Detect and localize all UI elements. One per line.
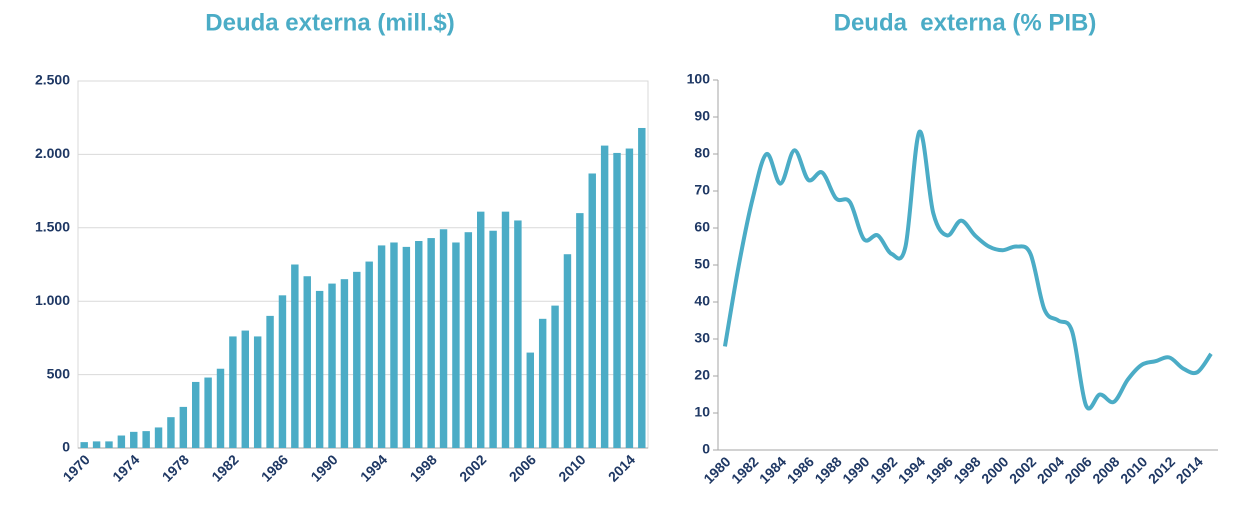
x-tick-label: 1994 [895,453,928,486]
x-tick-label: 2014 [605,451,638,484]
x-tick-label: 1990 [307,451,340,484]
bar [340,279,349,448]
chart-title: Deuda externa (mill.$) [205,9,454,36]
bar [514,220,522,448]
bar [365,261,373,448]
x-tick-label: 2002 [456,451,489,484]
y-tick-label: 2.500 [35,72,70,88]
bar [501,211,510,448]
y-tick-label: 100 [687,71,711,87]
bar [278,295,287,448]
bar [563,254,572,448]
plot-border [77,80,649,449]
bar [266,315,274,448]
x-tick-label: 1970 [60,451,93,484]
bar [452,242,460,448]
bar [588,173,596,448]
x-tick-label: 1978 [159,451,192,484]
y-tick-label: 20 [694,367,710,383]
bar [427,238,435,448]
chart-title: Deuda externa (% PIB) [834,9,1097,36]
x-tick-label: 2008 [1089,453,1122,486]
y-tick-label: 90 [694,108,710,124]
x-tick-label: 1982 [208,451,241,484]
bar [167,417,175,448]
y-tick-label: 70 [694,182,710,198]
bar [130,431,138,448]
x-tick-label: 1980 [700,453,733,486]
bar [142,431,150,448]
y-tick-label: 1.000 [35,292,70,308]
y-tick-label: 10 [694,404,710,420]
bar [576,213,584,448]
y-tick-label: 80 [694,145,710,161]
bar [353,271,361,448]
x-tick-label: 1994 [357,451,390,484]
bar [489,230,497,448]
x-tick-label: 1990 [839,453,872,486]
bar [229,336,237,448]
y-tick-label: 30 [694,330,710,346]
bar [303,276,311,448]
bar [477,211,485,448]
bar [600,145,609,449]
bar [328,283,336,448]
y-tick-label: 60 [694,219,710,235]
x-tick-label: 2006 [1061,453,1094,486]
y-tick-label: 500 [47,365,71,381]
bar [241,330,249,448]
bar [415,241,423,448]
x-tick-label: 1998 [950,453,983,486]
bar [154,427,163,448]
x-tick-label: 1992 [867,453,900,486]
x-tick-label: 2010 [1117,453,1150,486]
x-tick-label: 1986 [258,451,291,484]
x-tick-label: 2004 [1034,453,1067,486]
x-tick-label: 1988 [811,453,844,486]
bar [439,229,448,448]
bar [192,381,200,448]
x-tick-label: 1974 [109,451,142,484]
bar [526,352,534,448]
x-tick-label: 1984 [756,453,789,486]
x-tick-label: 1982 [728,453,761,486]
x-tick-label: 1998 [407,451,440,484]
y-tick-label: 1.500 [35,219,70,235]
x-tick-label: 2014 [1173,453,1206,486]
bar [204,377,212,448]
bar [216,368,225,448]
x-tick-label: 2000 [978,453,1011,486]
bar [291,264,299,448]
y-tick-label: 2.000 [35,145,70,161]
y-tick-label: 0 [702,441,710,457]
bar [613,152,621,448]
y-tick-label: 50 [694,256,710,272]
x-tick-label: 1996 [923,453,956,486]
bar [105,441,113,448]
x-tick-label: 2010 [555,451,588,484]
bar [315,290,324,448]
x-tick-label: 2012 [1145,453,1178,486]
y-tick-label: 0 [62,439,70,455]
line [722,129,1213,411]
x-tick-label: 2002 [1006,453,1039,486]
bar [538,318,547,448]
bar [92,441,101,448]
bar [551,305,559,448]
x-tick-label: 1986 [784,453,817,486]
bar [638,127,646,448]
bar [179,406,188,448]
bar [464,232,473,448]
bar [117,435,126,448]
bar [377,245,386,448]
bar [625,148,634,448]
bar [402,246,411,448]
bar [390,242,398,448]
x-tick-label: 2006 [506,451,539,484]
bar [80,442,88,448]
y-tick-label: 40 [694,293,710,309]
bar [253,336,262,448]
